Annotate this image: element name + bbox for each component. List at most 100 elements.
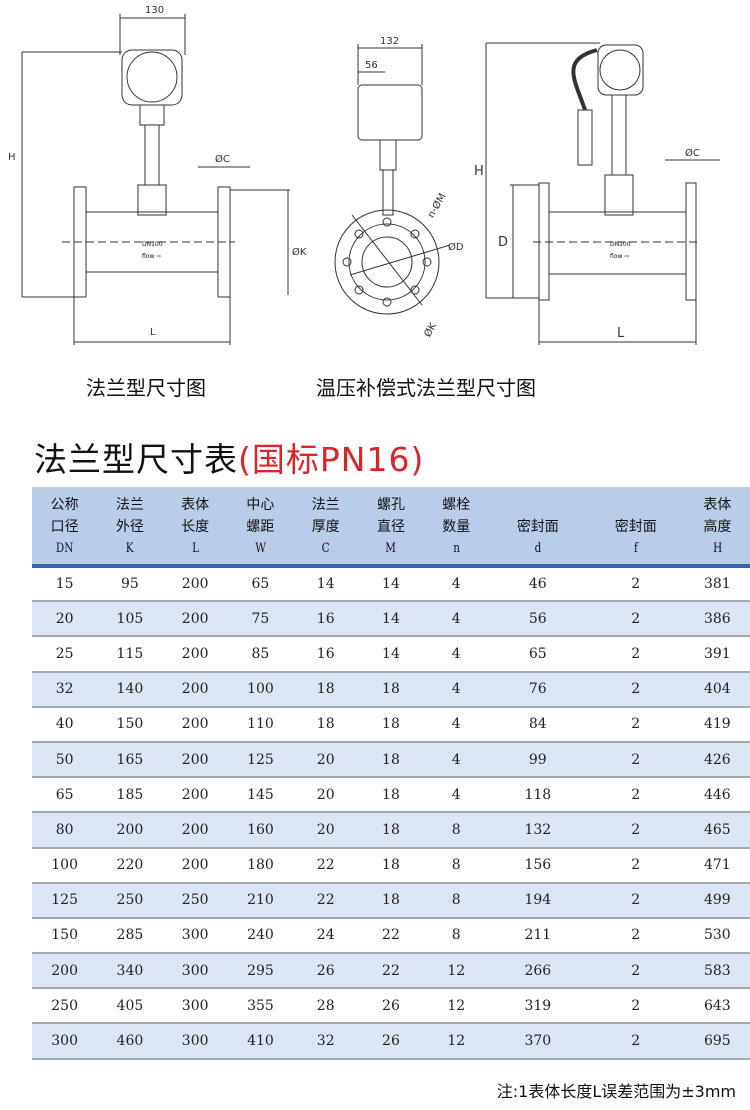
side-view-drawing: 132 56 n-ØM ØD ØK — [334, 36, 464, 339]
header-en: f — [633, 541, 638, 556]
table-cell: 250 — [32, 988, 98, 1025]
flange-type-drawing: 130 DN100 flow ⇨ H ØK ØC L — [8, 5, 307, 345]
table-cell: 471 — [684, 847, 750, 884]
table-cell: 2 — [586, 777, 685, 814]
dimension-table: 公称 口径 DN 法兰 外径 K 表体 长度 L 中心 螺距 W 法兰 厚度 C 螺孔 直径 M 螺栓 数量 n 密封面… — [32, 487, 750, 1060]
table-cell: 530 — [684, 917, 750, 955]
header-l1: 法兰 — [115, 497, 144, 513]
table-cell: 24 — [293, 917, 359, 955]
table-cell: 115 — [97, 636, 163, 673]
table-cell: 20 — [293, 777, 359, 814]
table-cell: 160 — [227, 812, 294, 849]
table-cell: 118 — [488, 777, 587, 814]
table-cell: 18 — [358, 777, 424, 814]
table-cell: 18 — [358, 741, 424, 779]
header-l2: 螺距 — [246, 519, 275, 535]
table-cell: 18 — [358, 706, 424, 743]
dn-label: DN100 — [610, 241, 631, 248]
table-cell: 210 — [227, 882, 294, 919]
table-cell: 26 — [358, 1023, 424, 1060]
table-cell: 150 — [32, 917, 98, 955]
table-cell: 8 — [423, 812, 489, 849]
table-cell: 18 — [293, 706, 359, 743]
table-cell: 4 — [423, 741, 489, 779]
table-cell: 300 — [162, 1023, 228, 1060]
table-cell: 65 — [32, 777, 98, 814]
table-row: 15 95 200 65 14 14 4 46 2 381 — [32, 566, 750, 603]
table-row: 40 150 200 110 18 18 4 84 2 419 — [32, 706, 750, 743]
header-en: M — [385, 541, 397, 556]
table-cell: 14 — [358, 601, 424, 638]
table-row: 65 185 200 145 20 18 4 118 2 446 — [32, 777, 750, 814]
dim-l-label: L — [617, 326, 625, 341]
table-cell: 100 — [32, 847, 98, 884]
header-l2: 直径 — [376, 519, 405, 535]
table-cell: 446 — [684, 777, 750, 814]
header-l1: 表体 — [181, 497, 210, 513]
table-row: 20 105 200 75 16 14 4 56 2 386 — [32, 601, 750, 638]
table-cell: 2 — [586, 882, 685, 919]
table-cell: 22 — [293, 847, 359, 884]
table-cell: 18 — [293, 671, 359, 708]
table-cell: 22 — [358, 953, 424, 990]
table-cell: 2 — [586, 566, 685, 603]
table-cell: 50 — [32, 741, 98, 779]
table-cell: 8 — [423, 917, 489, 955]
dn-label: DN100 — [142, 241, 163, 248]
table-cell: 22 — [293, 882, 359, 919]
table-cell: 370 — [488, 1023, 587, 1060]
column-header: 螺孔 直径 M — [358, 487, 424, 568]
table-cell: 18 — [358, 882, 424, 919]
column-header: 中心 螺距 W — [227, 487, 294, 568]
table-cell: 46 — [488, 566, 587, 603]
dim-height-label: H — [8, 152, 16, 163]
table-cell: 319 — [488, 988, 587, 1025]
table-cell: 200 — [162, 636, 228, 673]
table-cell: 32 — [293, 1023, 359, 1060]
table-cell: 386 — [684, 601, 750, 638]
table-cell: 2 — [586, 671, 685, 708]
table-cell: 4 — [423, 671, 489, 708]
table-cell: 8 — [423, 847, 489, 884]
header-en: C — [321, 541, 330, 556]
table-cell: 465 — [684, 812, 750, 849]
table-cell: 300 — [162, 917, 228, 955]
table-cell: 499 — [684, 882, 750, 919]
table-cell: 26 — [358, 988, 424, 1025]
header-en: K — [126, 541, 134, 556]
table-cell: 250 — [97, 882, 163, 919]
table-row: 25 115 200 85 16 14 4 65 2 391 — [32, 636, 750, 673]
header-en: W — [255, 541, 266, 556]
table-cell: 180 — [227, 847, 294, 884]
dim-c-label: ØC — [215, 153, 230, 165]
dim-offset-label: 56 — [365, 60, 378, 71]
table-cell: 695 — [684, 1023, 750, 1060]
table-cell: 2 — [586, 1023, 685, 1060]
header-l2: 密封面 — [614, 519, 657, 535]
table-cell: 25 — [32, 636, 98, 673]
table-cell: 250 — [162, 882, 228, 919]
table-cell: 583 — [684, 953, 750, 990]
table-cell: 194 — [488, 882, 587, 919]
dim-c-label: ØC — [685, 147, 700, 159]
header-l1 — [587, 494, 685, 516]
table-cell: 300 — [162, 953, 228, 990]
table-cell: 2 — [586, 601, 685, 638]
header-l1 — [489, 494, 587, 516]
table-cell: 20 — [293, 812, 359, 849]
table-row: 80 200 200 160 20 18 8 132 2 465 — [32, 812, 750, 849]
column-header: 表体 高度 H — [684, 487, 750, 568]
column-header: 法兰 厚度 C — [293, 487, 359, 568]
table-cell: 266 — [488, 953, 587, 990]
column-header: 公称 口径 DN — [32, 487, 98, 568]
dimension-drawings: 130 DN100 flow ⇨ H ØK ØC L 132 56 n-ØM Ø… — [8, 5, 720, 345]
table-cell: 2 — [586, 706, 685, 743]
table-cell: 2 — [586, 917, 685, 955]
table-cell: 165 — [97, 741, 163, 779]
flow-label: flow ⇨ — [610, 253, 629, 260]
table-cell: 105 — [97, 601, 163, 638]
column-header: 表体 长度 L — [162, 487, 228, 568]
table-cell: 156 — [488, 847, 587, 884]
table-cell: 15 — [32, 566, 98, 603]
table-cell: 12 — [423, 988, 489, 1025]
